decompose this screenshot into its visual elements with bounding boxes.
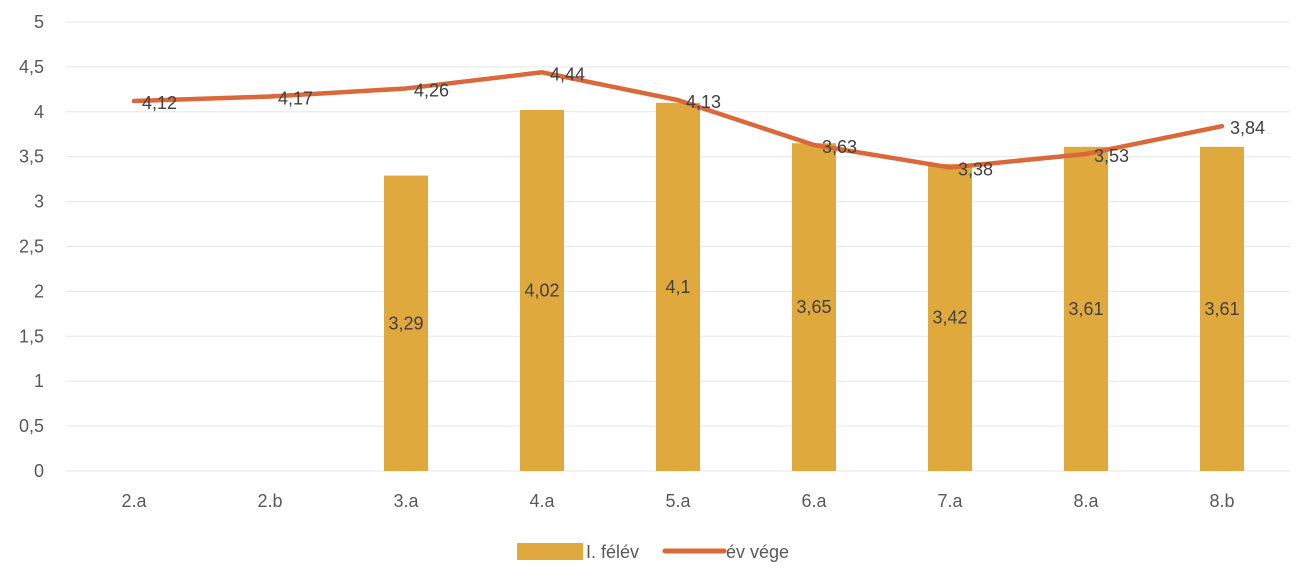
y-tick-label: 3 <box>34 192 44 212</box>
y-tick-label: 5 <box>34 12 44 32</box>
bar <box>1200 146 1244 471</box>
legend-label-bar: I. félév <box>586 542 639 562</box>
line-data-label: 4,26 <box>414 80 449 100</box>
bar <box>384 175 428 472</box>
y-tick-label: 0 <box>34 461 44 481</box>
x-tick-label: 5.a <box>665 491 691 511</box>
line-series <box>131 70 1225 170</box>
bar-data-label: 4,1 <box>665 277 690 297</box>
x-tick-label: 2.b <box>257 491 282 511</box>
y-tick-label: 0,5 <box>19 416 44 436</box>
line-data-label: 3,53 <box>1094 146 1129 166</box>
bar <box>792 143 836 472</box>
bar-data-label: 3,61 <box>1204 299 1239 319</box>
y-tick-label: 3,5 <box>19 147 44 167</box>
bar-data-label: 3,42 <box>932 307 967 327</box>
line-data-label: 4,12 <box>142 93 177 113</box>
y-axis: 0 0,5 1 1,5 2 2,5 3 3,5 4 4,5 5 <box>19 12 44 481</box>
bar-data-labels: 3,29 4,02 4,1 3,65 3,42 3,61 3,61 <box>388 277 1239 333</box>
y-tick-label: 2,5 <box>19 237 44 257</box>
bar-data-label: 3,29 <box>388 313 423 333</box>
line-data-label: 3,63 <box>822 137 857 157</box>
x-tick-label: 8.a <box>1073 491 1099 511</box>
line-data-labels: 4,12 4,17 4,26 4,44 4,13 3,63 3,38 3,53 3,84 <box>142 64 1265 179</box>
legend-swatch-bar <box>517 543 583 560</box>
x-tick-label: 2.a <box>121 491 147 511</box>
bar <box>928 163 972 471</box>
line-data-label: 4,44 <box>550 64 585 84</box>
line-data-label: 4,17 <box>278 89 313 109</box>
line-data-label: 3,38 <box>958 159 993 179</box>
x-tick-label: 4.a <box>529 491 555 511</box>
line-path <box>131 70 1225 170</box>
y-tick-label: 1 <box>34 371 44 391</box>
bar <box>1064 146 1108 471</box>
bar <box>656 102 700 471</box>
line-data-label: 3,84 <box>1230 118 1265 138</box>
x-tick-label: 8.b <box>1209 491 1234 511</box>
legend: I. félév év vége <box>517 542 789 562</box>
legend-label-line: év vége <box>726 542 789 562</box>
bar-series <box>384 102 1244 472</box>
bar-data-label: 3,65 <box>796 297 831 317</box>
x-tick-label: 7.a <box>937 491 963 511</box>
bar <box>520 110 564 471</box>
x-tick-label: 3.a <box>393 491 419 511</box>
y-tick-label: 1,5 <box>19 326 44 346</box>
y-tick-label: 2 <box>34 281 44 301</box>
y-tick-label: 4 <box>34 102 44 122</box>
y-tick-label: 4,5 <box>19 57 44 77</box>
x-tick-label: 6.a <box>801 491 827 511</box>
bar-data-label: 4,02 <box>524 281 559 301</box>
line-data-label: 4,13 <box>686 92 721 112</box>
x-axis: 2.a 2.b 3.a 4.a 5.a 6.a 7.a 8.a 8.b <box>121 491 1234 511</box>
bar-data-label: 3,61 <box>1068 299 1103 319</box>
